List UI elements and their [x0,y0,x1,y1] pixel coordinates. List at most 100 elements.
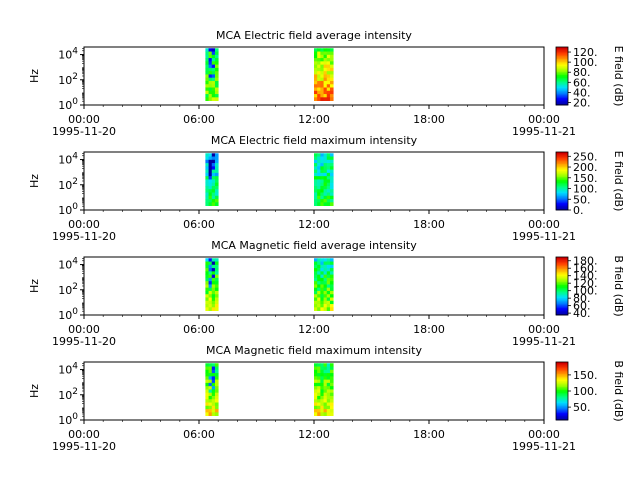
heatmap-cell [320,182,324,187]
heatmap-cell [208,51,213,56]
heatmap-cell [211,373,216,377]
x-tick-label: 06:00 [183,113,215,126]
heatmap-cell [320,294,324,298]
heatmap-cell [326,176,331,180]
heatmap-cell [329,395,334,400]
heatmap-cell [205,192,209,197]
heatmap-cell [329,284,334,289]
heatmap-cell [205,51,209,56]
heatmap-cell [320,77,324,82]
heatmap-cell [205,58,209,62]
colorbar-swatch [556,283,568,285]
heatmap-cell [314,185,318,190]
heatmap-cell [314,363,318,367]
heatmap-cell [205,274,209,279]
heatmap-cell [323,412,328,416]
heatmap-cell [320,402,324,407]
heatmap-cell [211,192,216,197]
heatmap-cell [320,172,324,177]
heatmap-cell [314,366,318,371]
colorbar-swatch [556,156,568,159]
heatmap-cell [317,159,321,164]
colorbar-swatch [556,83,568,86]
heatmap-cell [205,179,209,184]
heatmap-cell [317,258,321,262]
colorbar-swatch [556,157,568,160]
heatmap-cell [317,264,321,269]
heatmap-cell [320,176,324,180]
heatmap-cell [320,159,324,164]
colorbar-swatch [556,103,568,106]
heatmap-cell [314,382,318,387]
colorbar-swatch [556,412,568,415]
colorbar-frame [555,151,569,211]
colorbar-label: B field (dB) [612,360,625,421]
heatmap-cell [320,261,324,266]
colorbar-swatch [556,297,568,300]
y-tick-label: 102 [58,72,78,87]
colorbar-tick-label: 180. [573,255,598,268]
colorbar-swatch [556,396,568,399]
heatmap-cell [317,409,321,413]
heatmap-cell [208,395,213,400]
panel-title: MCA Magnetic field average intensity [211,239,417,252]
colorbar-swatch [556,167,568,170]
heatmap-cell [323,195,328,200]
heatmap-cell [208,195,213,200]
heatmap-cell [314,71,318,75]
heatmap-cell [205,80,209,85]
heatmap-cell [314,77,318,82]
heatmap-cell [314,274,318,279]
heatmap-cell [205,399,209,403]
heatmap-cell [329,58,334,62]
heatmap-cell [317,48,321,52]
colorbar-swatch [556,389,568,392]
heatmap-cell [320,67,324,72]
heatmap-cell [326,185,331,190]
colorbar-swatch [556,401,568,403]
heatmap-cell [323,402,328,407]
heatmap-cell [326,87,331,92]
heatmap-cell [211,412,216,416]
heatmap-cell [323,261,328,266]
colorbar-frame [555,256,569,316]
colorbar-swatch [556,48,568,51]
heatmap-cell [205,54,209,59]
heatmap-cell [211,94,216,98]
x-tick-label: 00:00 [528,323,560,336]
heatmap-cell [211,366,216,371]
heatmap-cell [208,409,213,413]
heatmap-cell [314,54,318,59]
heatmap-cell [320,395,324,400]
heatmap-cell [314,80,318,85]
heatmap-cell [320,189,324,193]
heatmap-cell [314,284,318,289]
colorbar-swatch [556,395,568,398]
heatmap-cell [205,169,209,174]
heatmap-cell [317,281,321,285]
heatmap-cell [320,392,324,397]
colorbar-swatch [556,64,568,67]
heatmap-cell [323,277,328,282]
heatmap-cell [214,199,219,203]
heatmap-cell [211,264,216,269]
heatmap-cell [326,74,331,79]
colorbar-swatch [556,391,568,393]
heatmap-cell [205,376,209,381]
heatmap-cell [314,159,318,164]
heatmap-cell [214,74,219,79]
heatmap-cell [323,281,328,285]
heatmap-cell [208,80,213,85]
heatmap-cell [329,307,334,311]
heatmap-cell [320,284,324,289]
colorbar-swatch [556,367,568,370]
heatmap-cell [211,290,216,295]
heatmap-cell [205,268,209,272]
colorbar-swatch [556,392,568,395]
heatmap-cell [323,264,328,269]
heatmap-cell [205,300,209,305]
colorbar: 40.60.80.100.120.140.160.180. B field (dB… [555,255,625,320]
heatmap-cell [205,258,209,262]
colorbar-swatch [556,408,568,411]
